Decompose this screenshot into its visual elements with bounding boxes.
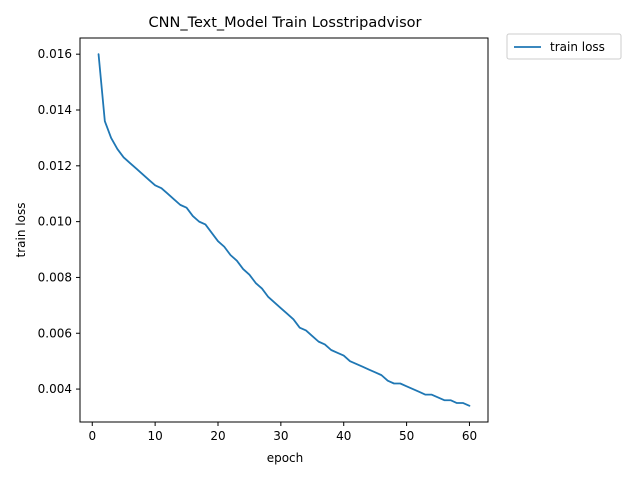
plot-frame (80, 38, 488, 422)
y-axis-label: train loss (14, 203, 28, 258)
x-tick-label: 10 (147, 429, 162, 443)
chart-title: CNN_Text_Model Train Losstripadvisor (149, 15, 422, 31)
y-tick-label: 0.014 (38, 103, 72, 117)
x-tick-label: 40 (336, 429, 351, 443)
x-tick-label: 60 (462, 429, 477, 443)
y-tick-label: 0.012 (38, 159, 72, 173)
x-tick-label: 30 (273, 429, 288, 443)
legend-label-train-loss: train loss (550, 40, 605, 54)
y-tick-label: 0.016 (38, 47, 72, 61)
y-tick-label: 0.004 (38, 382, 72, 396)
legend: train loss (507, 34, 621, 59)
y-tick-label: 0.008 (38, 270, 72, 284)
x-axis-label: epoch (267, 451, 304, 465)
x-tick-label: 50 (399, 429, 414, 443)
series-line-train-loss (99, 54, 470, 406)
x-axis: 0 10 20 30 40 50 60 (88, 422, 477, 443)
x-tick-label: 20 (210, 429, 225, 443)
x-tick-label: 0 (88, 429, 96, 443)
y-tick-label: 0.010 (38, 215, 72, 229)
y-axis: 0.004 0.006 0.008 0.010 0.012 0.014 0.016 (38, 47, 80, 396)
y-tick-label: 0.006 (38, 326, 72, 340)
series-layer (99, 54, 470, 406)
